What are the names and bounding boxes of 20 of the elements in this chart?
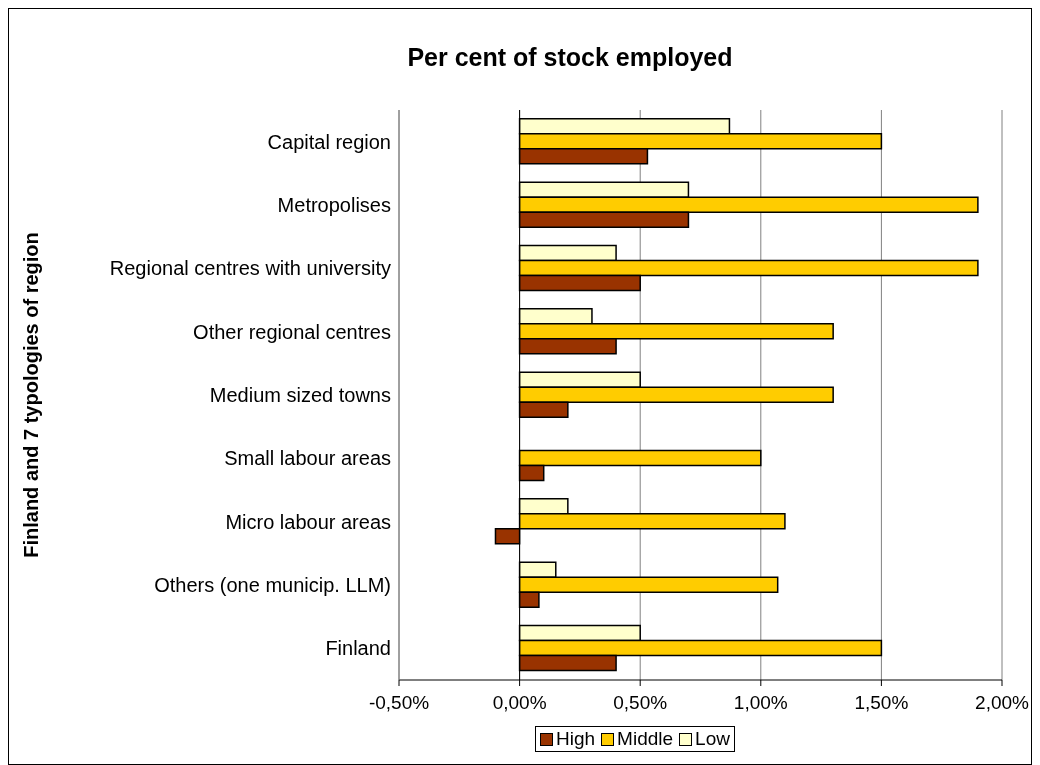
y-tick-label: Other regional centres [193,320,391,343]
y-tick-label: Finland [325,637,391,660]
y-tick-label: Medium sized towns [209,384,391,407]
legend-label: Middle [616,728,674,750]
x-tick-label: 1,00% [733,692,788,714]
y-tick-label: Others (one municip. LLM) [154,574,391,597]
x-tick-label: 0,00% [492,692,547,714]
x-tick-label: -0,50% [368,692,430,714]
chart-title: Per cent of stock employed [406,42,734,72]
legend-label: High [555,728,596,750]
y-tick-label: Regional centres with university [109,257,391,280]
y-axis-title: Finland and 7 typologies of region [20,232,43,558]
legend-label: Low [694,728,730,750]
y-tick-label: Small labour areas [224,447,391,470]
x-tick-label: 0,50% [613,692,668,714]
y-tick-label: Metropolises [277,194,391,217]
y-tick-label: Micro labour areas [225,510,391,533]
x-tick-label: 1,50% [854,692,909,714]
y-tick-label: Capital region [267,130,391,153]
x-tick-label: 2,00% [975,692,1030,714]
